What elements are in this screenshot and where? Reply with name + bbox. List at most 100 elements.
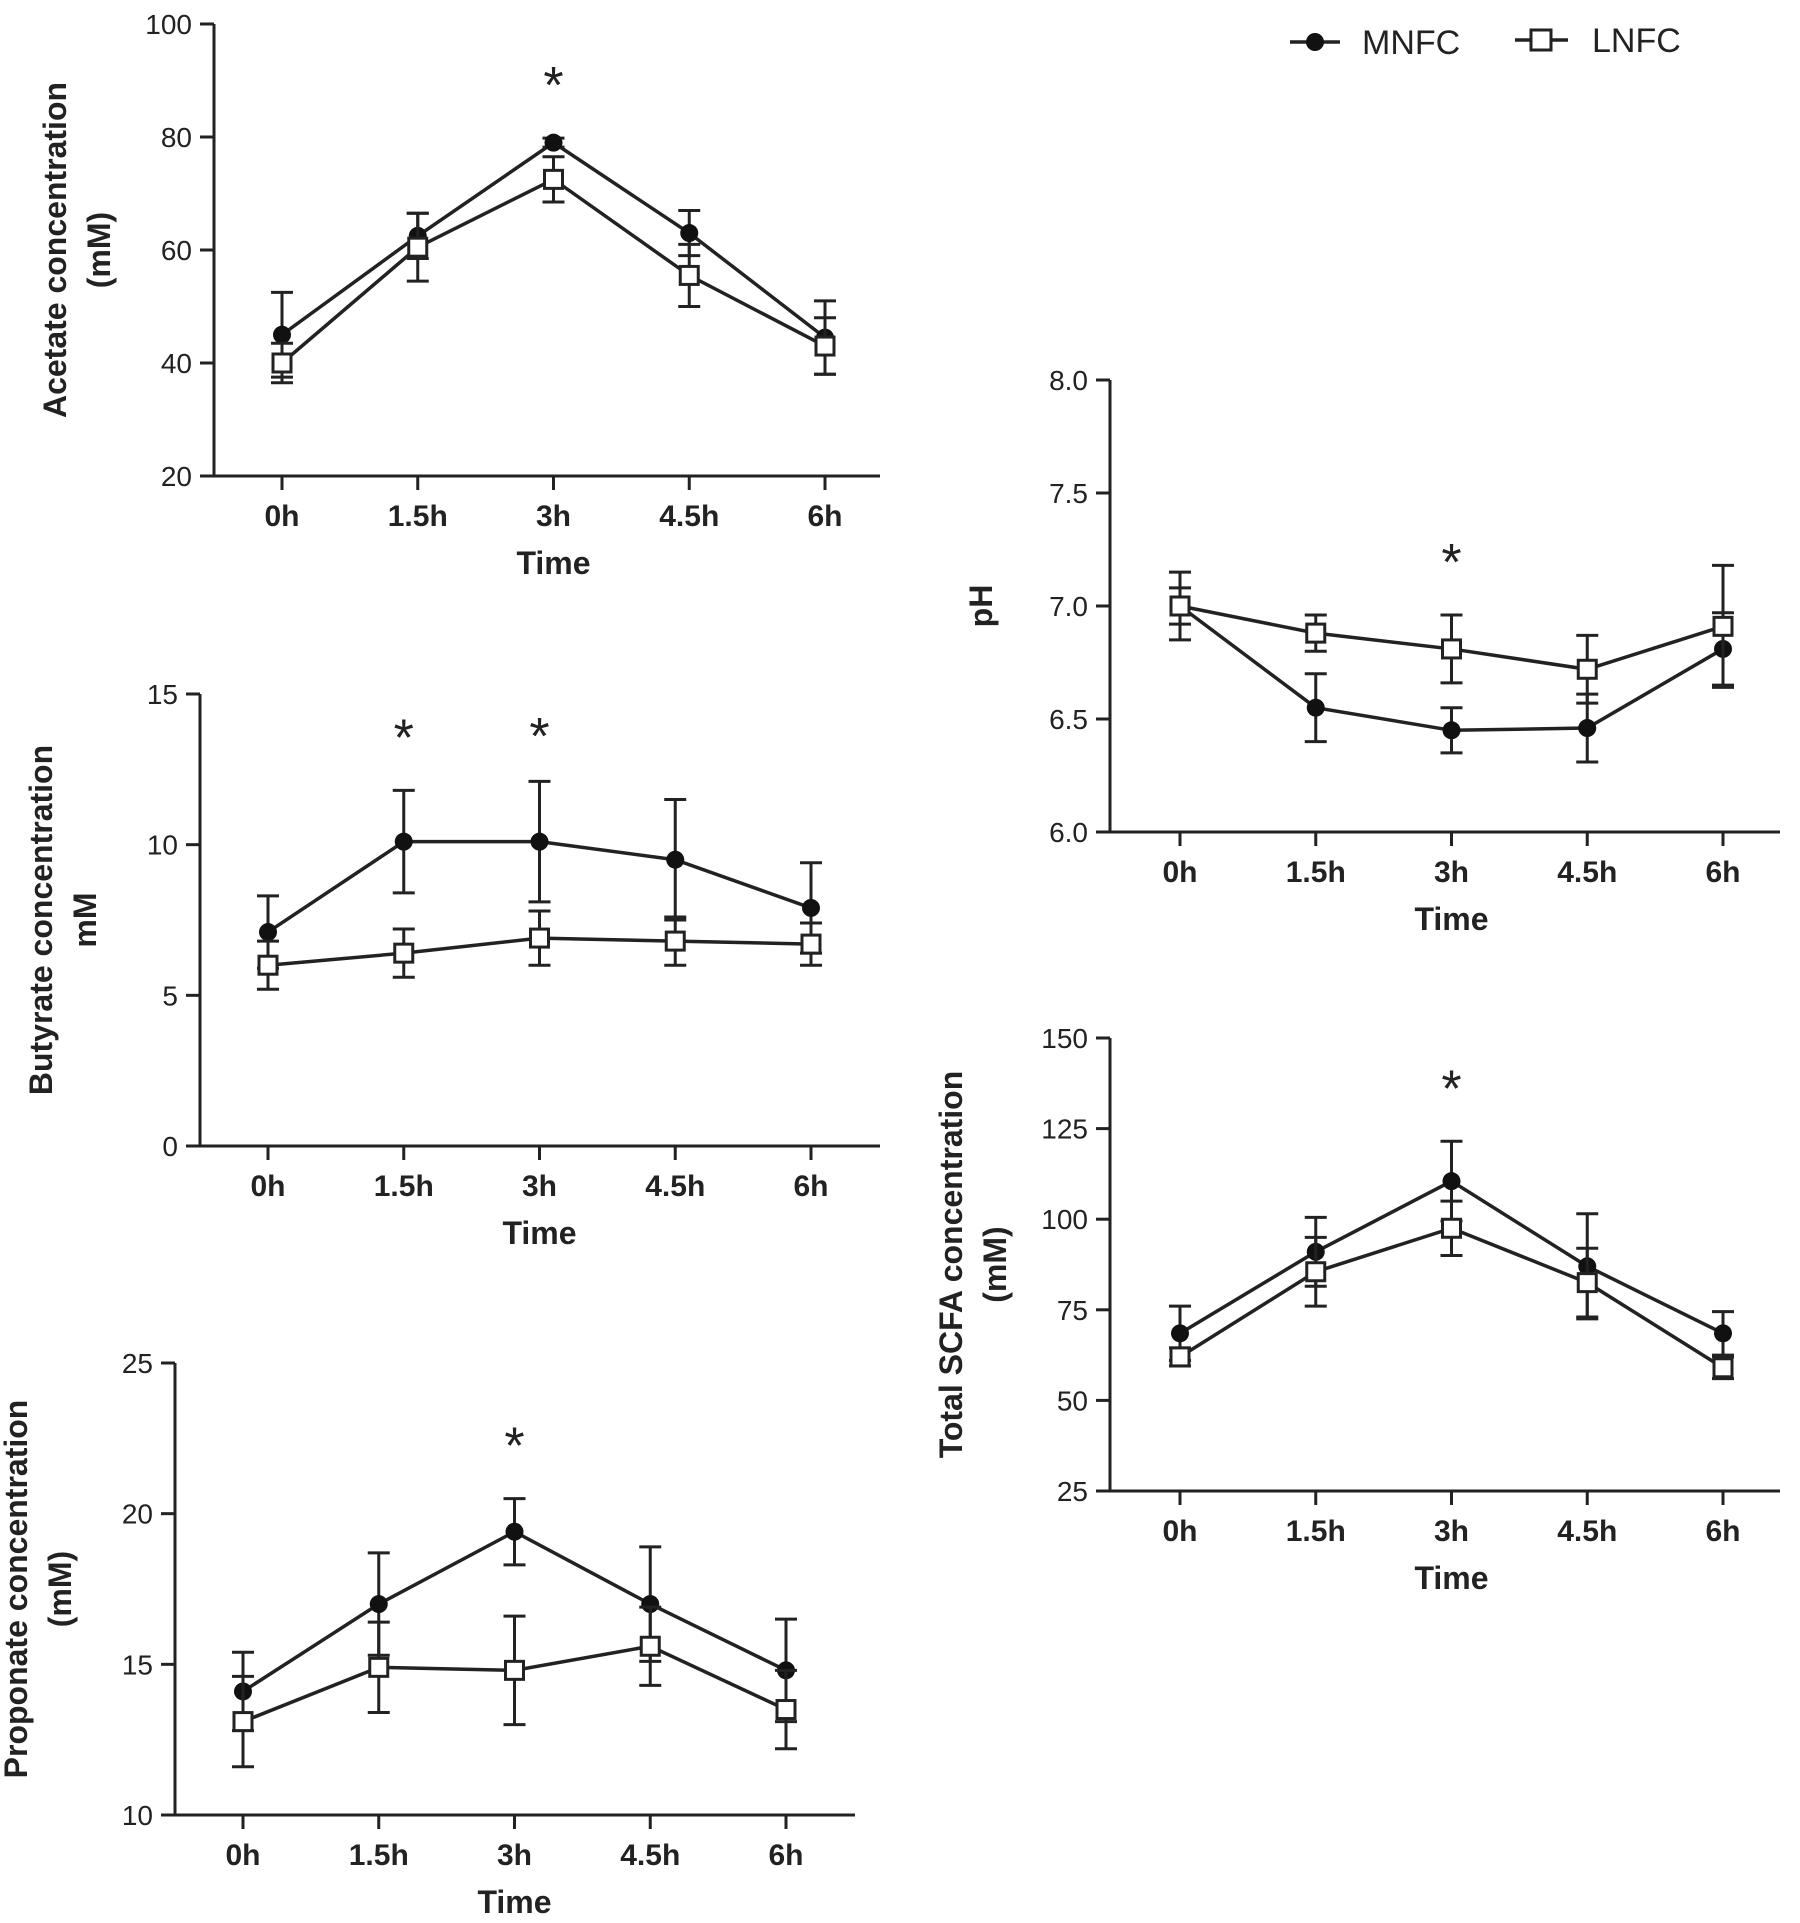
data-point xyxy=(1169,595,1191,617)
data-point xyxy=(1442,1172,1461,1191)
data-point xyxy=(530,832,549,851)
data-point xyxy=(680,224,699,243)
x-tick-label: 0h xyxy=(1162,856,1197,889)
y-tick-label: 6.5 xyxy=(1049,704,1088,735)
data-point xyxy=(800,933,822,955)
chart-ph: 6.0 6.5 7.0 7.5 8.0 0h 1.5h 3h 4.5h 6h Time pH * xyxy=(963,365,1780,937)
x-tick-label: 6h xyxy=(768,1839,803,1872)
data-point xyxy=(678,264,700,286)
series-lnfc xyxy=(1169,1199,1734,1381)
data-point xyxy=(504,1659,525,1681)
x-tick-label: 0h xyxy=(264,500,299,533)
series-line xyxy=(280,177,826,365)
data-point xyxy=(271,352,293,374)
data-point xyxy=(394,832,413,851)
x-tick-label: 6h xyxy=(807,500,842,533)
data-point xyxy=(775,1699,797,1721)
data-point xyxy=(393,942,415,964)
y-tick-label: 125 xyxy=(1041,1114,1088,1145)
x-tick-label: 6h xyxy=(793,1170,828,1203)
data-point xyxy=(639,1635,661,1657)
chart-propionate: 10 15 20 25 0h 1.5h 3h 4.5h 6h Time Proponate conc… xyxy=(0,1348,855,1920)
x-tick-label: 0h xyxy=(250,1170,285,1203)
y-tick-label: 20 xyxy=(122,1499,153,1530)
legend: MNFC LNFC xyxy=(1290,22,1681,62)
x-axis-title: Time xyxy=(516,545,590,581)
y-axis-title: Butyrate concentration xyxy=(23,745,59,1095)
y-tick-label: 150 xyxy=(1041,1023,1088,1054)
data-point xyxy=(544,133,563,152)
x-tick-label: 4.5h xyxy=(1557,856,1617,889)
y-tick-label: 20 xyxy=(161,461,192,492)
data-point xyxy=(543,168,564,190)
data-point xyxy=(369,1595,388,1614)
legend-mnfc-label: MNFC xyxy=(1362,24,1460,62)
x-tick-label: 1.5h xyxy=(349,1839,409,1872)
chart-total-scfa: 25 50 75 100 125 150 0h 1.5h 3h 4.5h 6h Time Total S… xyxy=(933,1023,1780,1596)
data-point xyxy=(664,930,686,952)
y-axis-title: (mM) xyxy=(42,1551,78,1627)
significance-star: * xyxy=(529,708,549,766)
x-tick-label: 1.5h xyxy=(1286,1515,1346,1548)
y-tick-label: 15 xyxy=(122,1649,153,1680)
significance-star: * xyxy=(543,57,563,115)
x-tick-label: 3h xyxy=(522,1170,557,1203)
x-axis-title: Time xyxy=(477,1884,551,1920)
x-tick-label: 4.5h xyxy=(645,1170,705,1203)
y-tick-label: 100 xyxy=(145,9,192,40)
x-tick-label: 1.5h xyxy=(1286,856,1346,889)
y-tick-label: 10 xyxy=(147,830,178,861)
y-tick-label: 0 xyxy=(162,1131,178,1162)
y-axis-title: (mM) xyxy=(81,212,117,288)
y-tick-label: 50 xyxy=(1057,1385,1088,1416)
legend-entry-mnfc: MNFC xyxy=(1290,24,1460,62)
x-axis-title: Time xyxy=(1414,1560,1488,1596)
y-tick-label: 15 xyxy=(147,679,178,710)
x-axis-title: Time xyxy=(502,1215,576,1251)
data-point xyxy=(1171,1324,1189,1343)
data-point xyxy=(232,1711,254,1733)
x-tick-label: 6h xyxy=(1705,856,1740,889)
x-tick-label: 1.5h xyxy=(374,1170,434,1203)
x-tick-label: 4.5h xyxy=(1557,1515,1617,1548)
x-tick-label: 4.5h xyxy=(620,1839,680,1872)
series-mnfc xyxy=(1169,570,1734,764)
chart-butyrate: 0 5 10 15 0h 1.5h 3h 4.5h 6h Time Butyrate concent… xyxy=(23,679,880,1251)
data-point xyxy=(802,898,820,917)
data-point xyxy=(257,954,279,976)
data-point xyxy=(1712,1357,1734,1379)
data-point xyxy=(1714,1324,1732,1343)
legend-lnfc-marker xyxy=(1529,28,1553,52)
significance-star: * xyxy=(1441,534,1461,592)
data-point xyxy=(1578,719,1597,738)
x-tick-label: 3h xyxy=(536,500,571,533)
significance-star: * xyxy=(1441,1060,1461,1118)
data-point xyxy=(1441,638,1462,660)
y-tick-label: 7.5 xyxy=(1049,478,1088,509)
legend-entry-lnfc: LNFC xyxy=(1515,22,1681,60)
data-point xyxy=(368,1656,390,1678)
data-point xyxy=(1441,1217,1462,1239)
y-tick-label: 40 xyxy=(161,348,192,379)
series-lnfc xyxy=(1169,563,1734,705)
y-tick-label: 7.0 xyxy=(1049,591,1088,622)
y-tick-label: 25 xyxy=(1057,1476,1088,1507)
data-point xyxy=(1576,658,1598,680)
x-tick-label: 3h xyxy=(497,1839,532,1872)
y-tick-label: 80 xyxy=(161,122,192,153)
significance-star: * xyxy=(504,1418,524,1476)
legend-lnfc-label: LNFC xyxy=(1592,22,1681,60)
series-lnfc xyxy=(271,155,836,385)
data-point xyxy=(666,850,685,869)
data-point xyxy=(814,335,836,357)
data-point xyxy=(1442,721,1461,740)
x-tick-label: 0h xyxy=(1162,1515,1197,1548)
significance-star: * xyxy=(394,709,414,767)
y-tick-label: 60 xyxy=(161,235,192,266)
y-tick-label: 75 xyxy=(1057,1295,1088,1326)
y-axis-title: Acetate concentration xyxy=(37,82,73,418)
y-axis-title: pH xyxy=(963,585,999,628)
x-tick-label: 6h xyxy=(1705,1515,1740,1548)
data-point xyxy=(1306,698,1325,717)
